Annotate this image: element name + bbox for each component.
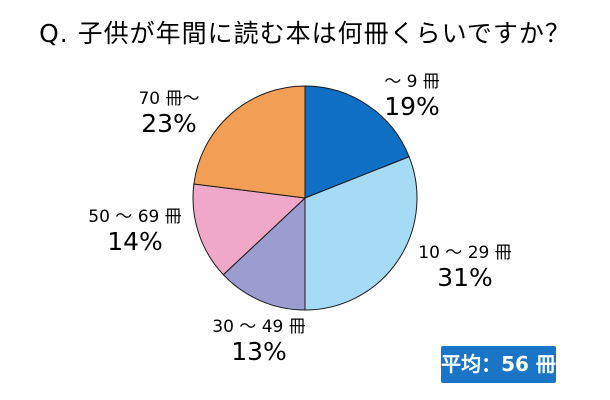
slice-label-range: 50 ～ 69 冊 [88, 207, 182, 227]
chart-title: Q. 子供が年間に読む本は何冊くらいですか？ [39, 19, 571, 48]
pie-slice-50-69 [192, 183, 307, 276]
slice-label-percent: 31% [437, 262, 493, 292]
slice-label-10-29: 10 ～ 29 冊 31% [410, 243, 520, 292]
slice-label-range: ～ 9 冊 [384, 72, 440, 92]
slice-label-range: 10 ～ 29 冊 [418, 243, 512, 263]
slice-label-30-49: 30 ～ 49 冊 13% [204, 317, 314, 366]
slice-label-percent: 23% [141, 108, 197, 138]
slice-label-percent: 13% [231, 336, 287, 366]
slice-label-0-9: ～ 9 冊 19% [372, 72, 452, 121]
pie-slice-30-49 [222, 196, 306, 311]
pie-slice-70-plus [193, 85, 306, 199]
pie-slice-10-29 [304, 156, 418, 311]
pie-slice-0-9 [304, 85, 410, 199]
slice-label-range: 70 冊～ [138, 89, 200, 109]
slice-label-70-plus: 70 冊～ 23% [124, 89, 214, 138]
slice-label-percent: 19% [384, 91, 440, 121]
slice-label-50-69: 50 ～ 69 冊 14% [80, 207, 190, 256]
slice-label-percent: 14% [107, 226, 163, 256]
average-badge: 平均：56 冊 [441, 346, 556, 383]
slice-label-range: 30 ～ 49 冊 [212, 317, 306, 337]
